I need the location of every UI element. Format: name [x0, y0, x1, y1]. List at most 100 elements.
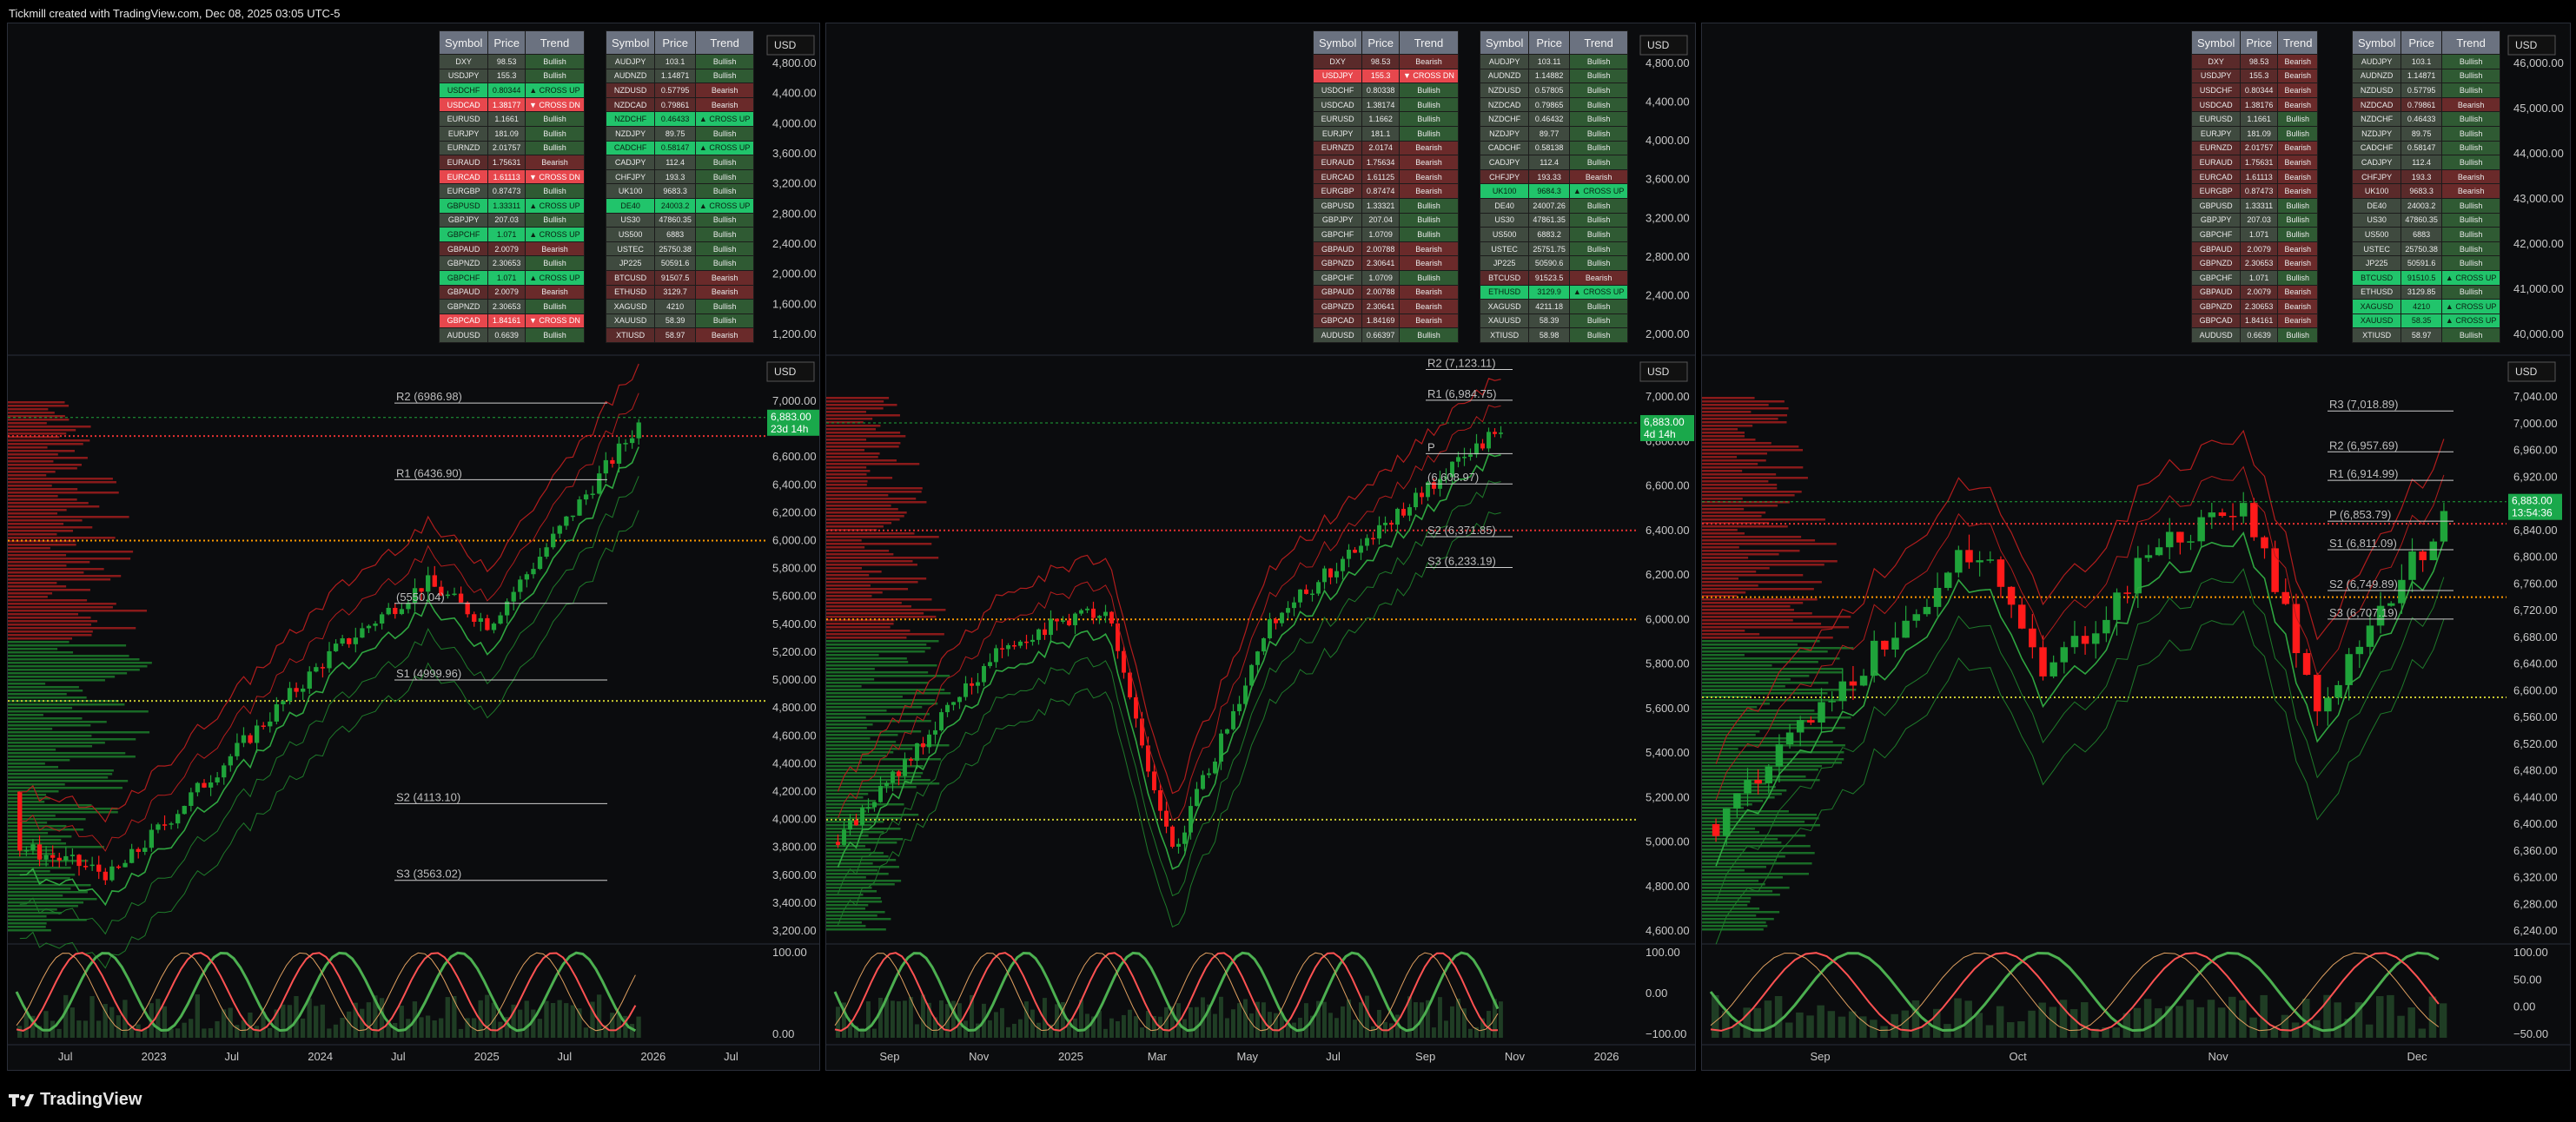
candle	[1389, 522, 1394, 525]
oscillator-histogram-bar	[1146, 1011, 1150, 1038]
candle	[1986, 559, 1995, 561]
chart-middle-svg[interactable]: 4,800.004,400.004,000.003,600.003,200.00…	[826, 23, 1695, 1070]
symbol-cell: JP225	[2351, 255, 2402, 271]
symbol-cell: GBPAUD	[1312, 284, 1363, 300]
volume-profile-bar	[826, 862, 873, 865]
chart-left-svg[interactable]: 4,800.004,400.004,000.003,600.003,200.00…	[8, 23, 819, 1070]
candle	[2144, 555, 2153, 558]
oscillator-histogram-bar	[1827, 1011, 1836, 1038]
table-row: EURAUD 1.75631 Bearish	[2190, 155, 2319, 170]
oscillator-histogram-bar	[2017, 1021, 2025, 1038]
oscillator-histogram-bar	[471, 1018, 477, 1038]
trend-cell: Bullish	[1398, 212, 1459, 228]
price-cell: 181.09	[487, 125, 526, 142]
volume-profile-bar	[8, 627, 136, 630]
trend-cell: Bearish	[1398, 155, 1459, 170]
candle	[884, 782, 889, 786]
candle	[1965, 550, 1973, 563]
symbol-cell: EURJPY	[1312, 125, 1363, 142]
oscillator-histogram-bar	[1870, 1020, 1877, 1038]
volume-profile-bar	[1702, 501, 1790, 504]
price-cell: 0.46432	[1528, 111, 1570, 127]
price-cell: 2.01757	[487, 140, 526, 156]
candle	[577, 499, 582, 516]
volume-profile-bar	[826, 814, 919, 816]
table-row: AUDNZD 1.14882 Bullish	[1479, 68, 1629, 84]
volume-profile-bar	[1702, 602, 1804, 604]
table-row: XTIUSD 58.97 Bearish	[605, 327, 755, 343]
volume-profile-bar	[8, 648, 58, 650]
top-axis-tick: 2,400.00	[772, 237, 817, 250]
symbol-cell: EURAUD	[2190, 155, 2242, 170]
price-cell: 0.87473	[487, 183, 526, 199]
volume-profile-bar	[8, 811, 118, 814]
symbol-cell: ETHUSD	[2351, 284, 2402, 300]
oscillator-axis-tick: 100.00	[1646, 946, 1680, 959]
table-row: USDJPY 155.3 Bullish	[438, 68, 585, 84]
price-axis-tick: 6,680.00	[2513, 630, 2558, 644]
volume-profile-bar	[1702, 810, 1789, 813]
trend-cell: Bullish	[694, 255, 755, 271]
tradingview-logo[interactable]: TradingView	[9, 1090, 142, 1110]
oscillator-line-green	[833, 951, 1500, 1033]
chart-panel-middle[interactable]: 4,800.00 4,400.00 4,000.00 3,600.00 3,200.00…	[825, 23, 1696, 1071]
symbol-cell: GBPCAD	[2190, 313, 2242, 329]
oscillator-histogram-bar	[1480, 1018, 1485, 1038]
oscillator-histogram-bar	[1426, 1000, 1430, 1038]
volume-profile-bar	[826, 550, 890, 552]
symbol-cell: GBPCHF	[2190, 269, 2242, 286]
volume-profile-bar	[8, 551, 134, 553]
price-cell: 24003.2	[654, 197, 696, 214]
volume-profile-bar	[8, 613, 79, 616]
trend-cell: Bullish	[524, 327, 585, 343]
volume-profile-bar	[1702, 428, 1738, 431]
oscillator-histogram-bar	[327, 1028, 332, 1038]
price-cell: 2.30653	[2240, 299, 2278, 314]
top-axis-tick: 2,400.00	[1646, 288, 1690, 301]
volume-profile-bar	[826, 414, 900, 417]
trend-cell: ▲ CROSS UP	[1568, 183, 1629, 199]
table-row: GBPJPY 207.03 Bullish	[438, 212, 585, 228]
oscillator-histogram-bar	[485, 994, 490, 1038]
time-axis-tick: Jul	[1326, 1050, 1341, 1063]
volume-profile-bar	[826, 793, 869, 795]
price-cell: 2.30653	[2240, 255, 2278, 271]
trend-cell: Bearish	[694, 96, 755, 113]
volume-profile-bar	[8, 766, 59, 769]
candle	[2218, 512, 2227, 517]
symbol-cell: US500	[1479, 227, 1530, 242]
chart-panel-left[interactable]: 4,800.00 4,400.00 4,000.00 3,600.00 3,200.00…	[7, 23, 820, 1071]
symbol-cell: AUDUSD	[2190, 327, 2242, 343]
candle	[629, 438, 635, 444]
table-row: XAGUSD 4210 Bullish	[605, 299, 755, 314]
table-row: GBPAUD 2.0079 Bearish	[438, 241, 585, 257]
oscillator-histogram-bar	[2165, 1006, 2173, 1038]
price-cell: 3129.85	[2401, 284, 2442, 300]
time-axis-tick: Oct	[2010, 1050, 2028, 1063]
trend-cell: Bullish	[1568, 155, 1629, 170]
chart-panel-right[interactable]: 46,000.00 45,000.00 44,000.00 43,000.00 42,0…	[1701, 23, 2571, 1071]
volume-profile-bar	[8, 436, 60, 439]
candle	[1450, 461, 1454, 478]
volume-profile-bar	[1702, 564, 1824, 566]
candle	[1262, 638, 1266, 652]
table-row: GBPCHF 1.071 Bullish	[2190, 227, 2319, 242]
trend-cell: Bearish	[2276, 255, 2319, 271]
candle	[1923, 606, 1931, 615]
candle	[366, 625, 372, 629]
volume-profile-bar	[8, 662, 152, 664]
symbol-cell: AUDNZD	[605, 68, 656, 84]
volume-profile-bar	[8, 738, 136, 741]
oscillator-histogram-bar	[1438, 997, 1442, 1038]
oscillator-histogram-bar	[1341, 1006, 1345, 1038]
table-row: GBPAUD 2.0079 Bearish	[438, 284, 585, 300]
oscillator-histogram-bar	[610, 1013, 615, 1038]
symbol-cell: NZDCHF	[1479, 111, 1530, 127]
trend-cell: Bearish	[2276, 299, 2319, 314]
chart-right-svg[interactable]: 46,000.0045,000.0044,000.0043,000.0042,0…	[1702, 23, 2570, 1070]
candle	[248, 735, 253, 743]
symbol-cell: EURAUD	[1312, 155, 1363, 170]
candle	[1881, 640, 1889, 650]
volume-profile-bar	[826, 758, 941, 761]
trend-cell: Bullish	[694, 313, 755, 329]
